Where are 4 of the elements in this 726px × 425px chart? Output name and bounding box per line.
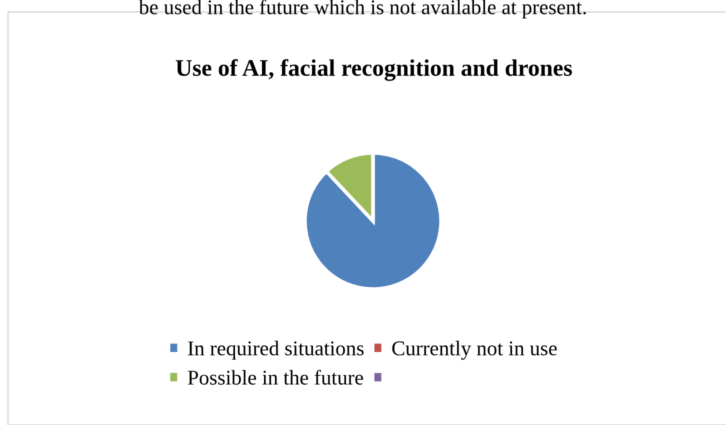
legend-label: Possible in the future — [188, 370, 364, 385]
legend-label: Currently not in use — [392, 340, 557, 360]
legend-label: In required situations — [188, 340, 364, 360]
chart-title: Use of AI, facial recognition and drones — [176, 59, 572, 81]
